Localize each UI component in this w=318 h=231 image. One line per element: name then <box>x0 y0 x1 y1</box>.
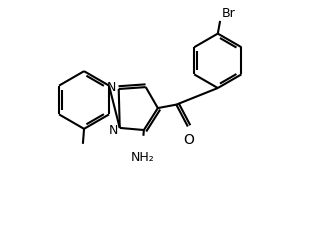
Text: Br: Br <box>221 6 235 20</box>
Text: N: N <box>107 81 116 94</box>
Text: NH₂: NH₂ <box>131 150 155 163</box>
Text: N: N <box>109 124 118 137</box>
Text: O: O <box>183 133 194 147</box>
